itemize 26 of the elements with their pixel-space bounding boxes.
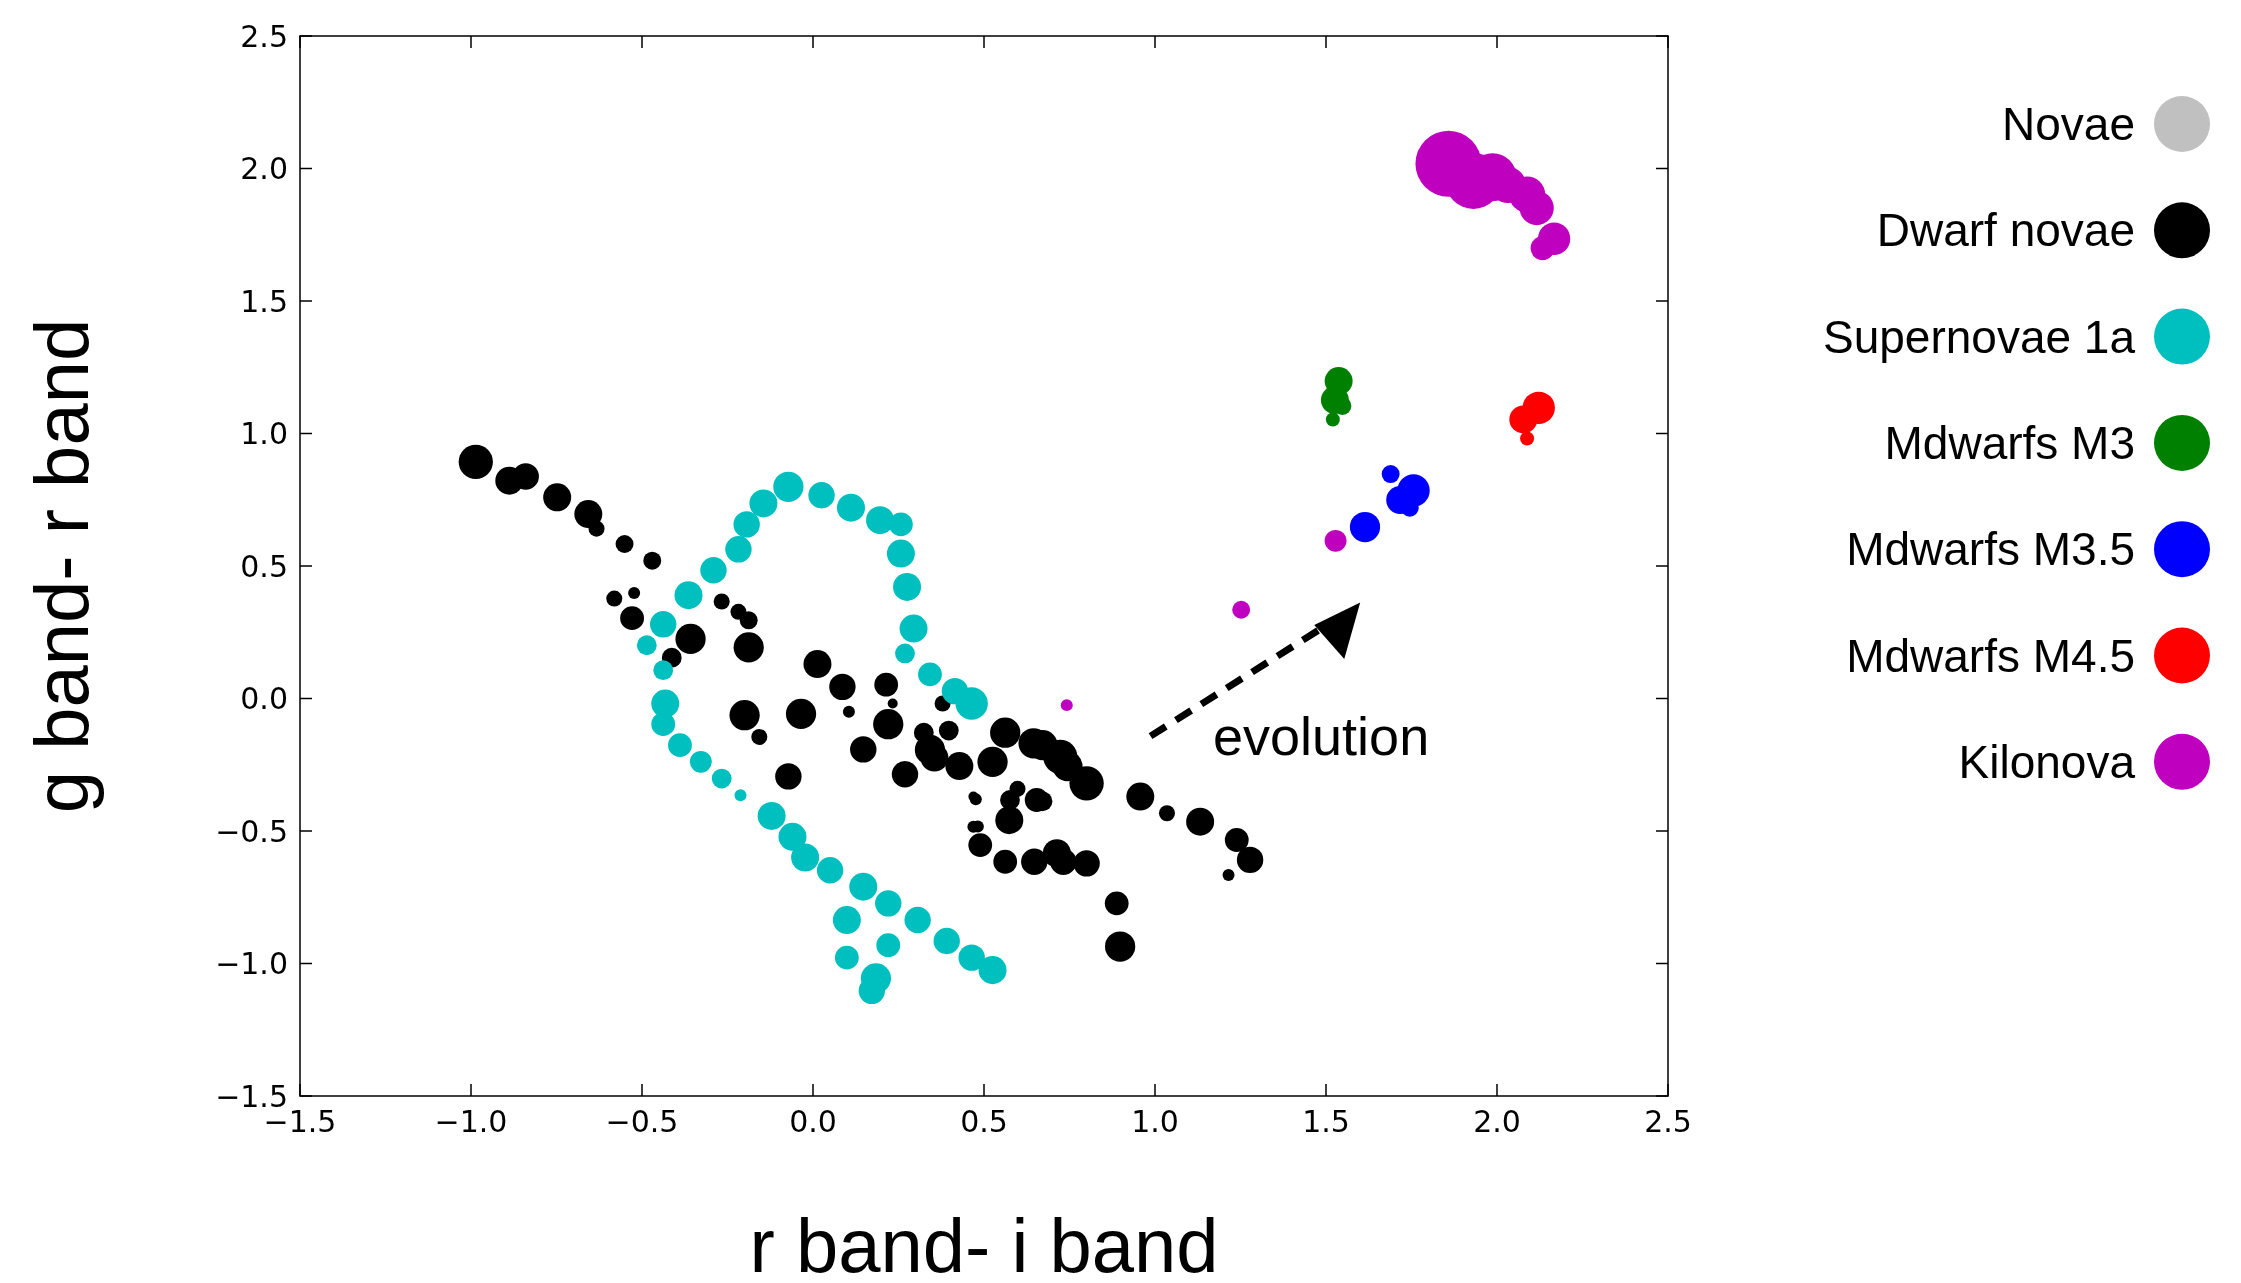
y-tick-label: 2.0 [240, 151, 288, 186]
legend-label: Mdwarfs M3 [1884, 417, 2135, 469]
x-tick-label: 0.0 [789, 1104, 837, 1139]
y-tick-label: −0.5 [215, 813, 288, 849]
legend-label: Dwarf novae [1876, 204, 2135, 257]
annotation: evolution [1213, 706, 1430, 766]
x-tick-label: 0.5 [960, 1104, 1008, 1139]
legend-label: Novae [2002, 98, 2135, 151]
y-tick-label: 0.5 [240, 548, 288, 584]
y-tick-label: 0.0 [240, 681, 288, 716]
x-tick-label: 1.0 [1131, 1104, 1179, 1139]
y-tick-label: 2.5 [240, 18, 288, 54]
x-tick-label: 1.5 [1302, 1104, 1350, 1139]
legend-label: Supernovae 1a [1822, 310, 2136, 363]
x-tick-label: 2.0 [1473, 1104, 1521, 1139]
x-tick-label: 2.5 [1644, 1104, 1692, 1139]
x-axis-title: r band- i band [749, 1203, 1219, 1283]
legend-label: Kilonova [1958, 735, 2136, 788]
y-tick-label: 1.5 [240, 283, 288, 319]
x-tick-label: −1.0 [434, 1104, 508, 1139]
y-tick-label: 1.0 [240, 416, 288, 451]
y-tick-label: −1.0 [215, 946, 288, 981]
legend-label: Mdwarfs M4.5 [1846, 629, 2135, 682]
y-axis-title: g band- r band [19, 318, 104, 814]
legend-label: Mdwarfs M3.5 [1846, 523, 2135, 576]
x-tick-label: −0.5 [605, 1104, 679, 1139]
